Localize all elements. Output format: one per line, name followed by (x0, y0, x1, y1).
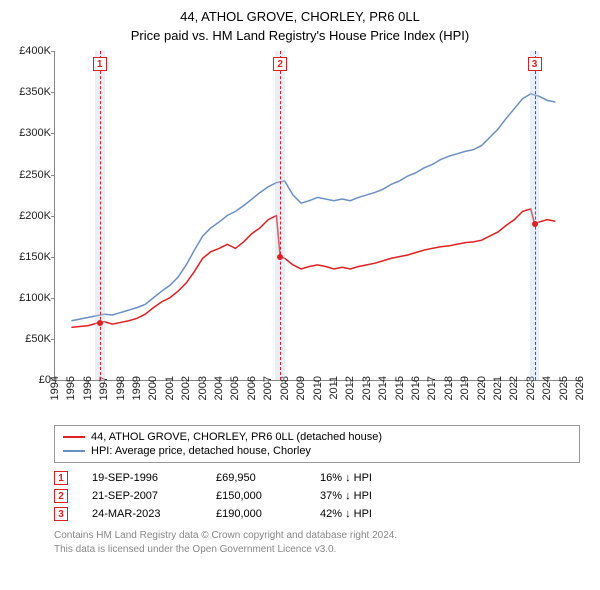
x-tick-label: 2013 (361, 376, 373, 400)
chart-subtitle: Price paid vs. HM Land Registry's House … (12, 28, 588, 43)
sale-marker-badge: 1 (93, 57, 107, 71)
y-tick-label: £300K (9, 127, 51, 139)
x-tick-label: 2025 (558, 376, 570, 400)
sale-row-diff: 16% ↓ HPI (320, 472, 580, 484)
legend-swatch (63, 436, 85, 438)
sale-row-date: 21-SEP-2007 (92, 490, 192, 502)
x-tick-label: 2005 (229, 376, 241, 400)
sale-row-date: 24-MAR-2023 (92, 508, 192, 520)
sale-marker-dot (277, 254, 283, 260)
sale-row-badge: 3 (54, 507, 68, 521)
series-line-hpi (71, 94, 555, 321)
x-tick-label: 2012 (344, 376, 356, 400)
legend-label: 44, ATHOL GROVE, CHORLEY, PR6 0LL (detac… (91, 431, 382, 443)
x-tick-label: 2020 (476, 376, 488, 400)
sale-row-price: £69,950 (216, 472, 296, 484)
footer-line-1: Contains HM Land Registry data © Crown c… (54, 529, 580, 543)
sale-row: 2 21-SEP-2007 £150,000 37% ↓ HPI (54, 487, 580, 505)
x-tick-label: 2018 (443, 376, 455, 400)
y-tick-label: £0 (9, 374, 51, 386)
x-tick-label: 2011 (328, 376, 340, 400)
sale-marker-dot (97, 320, 103, 326)
legend-row: HPI: Average price, detached house, Chor… (63, 444, 571, 458)
sale-row-diff: 37% ↓ HPI (320, 490, 580, 502)
sale-marker-dot (532, 221, 538, 227)
x-tick-label: 2019 (459, 376, 471, 400)
footer-attribution: Contains HM Land Registry data © Crown c… (54, 529, 580, 556)
x-tick-label: 2004 (213, 376, 225, 400)
sale-row-diff: 42% ↓ HPI (320, 508, 580, 520)
legend-label: HPI: Average price, detached house, Chor… (91, 445, 311, 457)
sale-row-price: £150,000 (216, 490, 296, 502)
x-tick-label: 2017 (426, 376, 438, 400)
y-tick-label: £150K (9, 251, 51, 263)
x-tick-label: 2002 (180, 376, 192, 400)
x-tick-label: 2024 (541, 376, 553, 400)
legend: 44, ATHOL GROVE, CHORLEY, PR6 0LL (detac… (54, 425, 580, 463)
sale-marker-badge: 3 (528, 57, 542, 71)
y-tick-label: £100K (9, 292, 51, 304)
y-tick-label: £50K (9, 333, 51, 345)
x-tick-label: 2007 (262, 376, 274, 400)
footer-line-2: This data is licensed under the Open Gov… (54, 543, 580, 557)
x-tick-label: 2003 (197, 376, 209, 400)
legend-swatch (63, 450, 85, 452)
y-tick-label: £200K (9, 210, 51, 222)
sale-row-badge: 1 (54, 471, 68, 485)
sale-row: 3 24-MAR-2023 £190,000 42% ↓ HPI (54, 505, 580, 523)
x-tick-label: 1999 (131, 376, 143, 400)
x-tick-label: 2000 (147, 376, 159, 400)
x-tick-label: 2021 (492, 376, 504, 400)
x-tick-label: 1996 (82, 376, 94, 400)
y-tick-label: £400K (9, 45, 51, 57)
sales-table: 1 19-SEP-1996 £69,950 16% ↓ HPI 2 21-SEP-2007… (54, 469, 580, 523)
chart-lines (55, 51, 580, 380)
x-tick-label: 2009 (295, 376, 307, 400)
sale-row-badge: 2 (54, 489, 68, 503)
x-tick-label: 2006 (246, 376, 258, 400)
sale-marker-badge: 2 (273, 57, 287, 71)
chart-title: 44, ATHOL GROVE, CHORLEY, PR6 0LL (12, 8, 588, 26)
chart-area: £0£50K£100K£150K£200K£250K£300K£350K£400… (54, 51, 580, 381)
x-tick-label: 1995 (65, 376, 77, 400)
plot-region: £0£50K£100K£150K£200K£250K£300K£350K£400… (54, 51, 580, 381)
x-tick-label: 2016 (410, 376, 422, 400)
sale-marker-line (100, 51, 101, 380)
series-line-price_paid (71, 209, 555, 327)
x-tick-label: 2026 (574, 376, 586, 400)
x-tick-label: 2014 (377, 376, 389, 400)
sale-row-date: 19-SEP-1996 (92, 472, 192, 484)
x-tick-label: 1994 (49, 376, 61, 400)
sale-row: 1 19-SEP-1996 £69,950 16% ↓ HPI (54, 469, 580, 487)
sale-marker-line (280, 51, 281, 380)
x-tick-label: 2022 (508, 376, 520, 400)
x-tick-label: 2010 (312, 376, 324, 400)
sale-row-price: £190,000 (216, 508, 296, 520)
sale-marker-line (535, 51, 536, 380)
x-tick-label: 2001 (164, 376, 176, 400)
y-tick-label: £250K (9, 169, 51, 181)
chart-container: 44, ATHOL GROVE, CHORLEY, PR6 0LL Price … (0, 0, 600, 590)
x-tick-label: 2015 (394, 376, 406, 400)
x-tick-label: 1998 (115, 376, 127, 400)
legend-row: 44, ATHOL GROVE, CHORLEY, PR6 0LL (detac… (63, 430, 571, 444)
y-tick-label: £350K (9, 86, 51, 98)
